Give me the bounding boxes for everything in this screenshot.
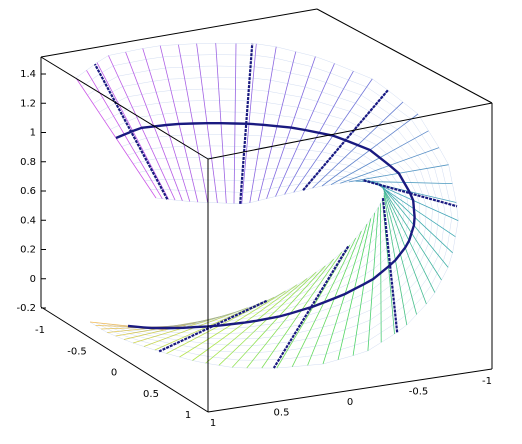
front-axis-tick-label: 1 [210, 418, 216, 429]
box-edge [207, 368, 493, 413]
z-axis-ticks: -0.2 0 0.2 0.4 0.6 0.8 1 1.2 1.4 [16, 69, 46, 314]
z-tick-label: 0.8 [20, 157, 36, 168]
mesh-line [104, 100, 427, 334]
front-axis-tick-label: 0 [347, 397, 353, 408]
mesh-line [98, 88, 433, 340]
highlight-ruling [93, 63, 169, 200]
box-edge [40, 56, 209, 160]
box-edge [40, 306, 209, 413]
z-tick-label: 1.2 [20, 98, 36, 109]
mesh-line [121, 134, 410, 328]
highlight-ruling [302, 89, 389, 191]
front-axis-ticks: 1 0.5 0 -0.5 -1 [210, 376, 492, 429]
highlight-ruling [381, 198, 399, 333]
z-tick-label: 0.4 [20, 215, 36, 226]
highlight-ruling [363, 179, 458, 208]
left-axis-tick-label: -1 [35, 325, 45, 336]
left-axis-tick-label: -0.5 [67, 346, 87, 357]
left-axis-ticks: -1 -0.5 0 0.5 1 [35, 325, 191, 421]
left-axis-tick-label: 1 [185, 410, 191, 421]
z-tick-label: 1.4 [20, 69, 36, 80]
z-tick-label: 0.6 [20, 186, 36, 197]
mesh-line [144, 175, 391, 330]
z-tick-label: 0.2 [20, 245, 36, 256]
left-axis-tick-label: 0 [111, 368, 117, 379]
mesh-line [127, 145, 405, 328]
mesh-line [75, 42, 459, 369]
mesh-line [138, 167, 395, 329]
mesh-line [115, 122, 415, 329]
z-tick-label: -0.2 [16, 303, 36, 314]
mesh-line [110, 111, 421, 331]
highlight-ruling [272, 245, 350, 369]
surface-mesh [75, 42, 459, 369]
highlight-ruling [239, 43, 254, 204]
mesh-line [81, 54, 453, 361]
box-edge [207, 102, 493, 160]
bounding-box [40, 8, 493, 413]
surface-centerline [115, 122, 416, 330]
z-tick-label: 0 [30, 274, 36, 285]
mesh-line [133, 157, 400, 328]
mesh-line [92, 77, 440, 346]
box-edge [40, 8, 318, 58]
left-axis-tick-label: 0.5 [143, 389, 159, 400]
mesh-line [150, 180, 388, 330]
front-axis-tick-label: -1 [482, 376, 492, 387]
front-axis-tick-label: 0.5 [274, 408, 290, 419]
mesh-line [87, 65, 446, 354]
box-edge [316, 8, 493, 104]
z-tick-label: 1 [30, 128, 36, 139]
front-axis-tick-label: -0.5 [409, 387, 429, 398]
